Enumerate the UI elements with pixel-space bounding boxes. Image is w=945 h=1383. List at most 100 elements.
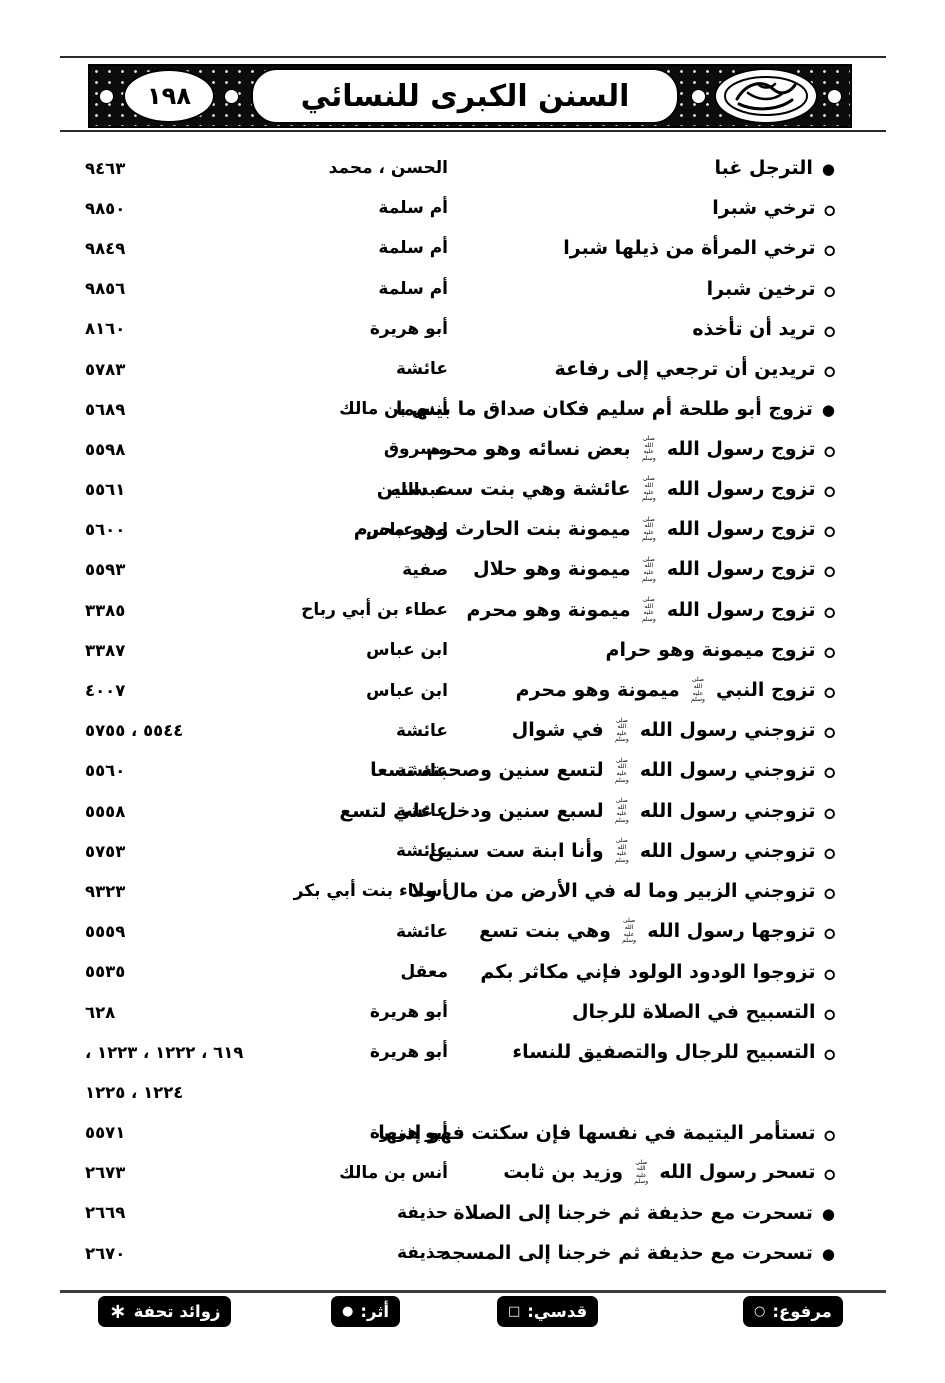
hadith-number: ٢٦٧٠ [85, 1243, 126, 1263]
hadith-grade-marker-icon: ○ [824, 243, 836, 258]
hadith-row: ○ تريد أن تأخذه أبو هريرة ٨١٦٠ [0, 309, 945, 349]
hadith-number: ٩٨٥٦ [85, 279, 126, 299]
narrator-name: ابن عباس [366, 680, 448, 701]
hadith-row: ○ تزوجها رسول الله صلى الله عليه وسلم وهي… [0, 912, 945, 952]
footer-rule [60, 1290, 886, 1293]
hadith-number: ٣٣٨٥ [85, 600, 126, 620]
hadith-grade-marker-icon: ○ [824, 725, 836, 740]
honorific-saw: صلى الله عليه وسلم [641, 515, 656, 543]
hadith-grade-marker-icon: ○ [824, 1007, 836, 1022]
hollow-square-icon: □ [508, 1304, 521, 1319]
legend-marfu-label: مرفوع: [772, 1302, 832, 1321]
hadith-grade-marker-icon: ○ [824, 1167, 836, 1182]
narrator-name: أبو هريرة [369, 318, 448, 339]
hadith-row: ○ ترخين شبرا أم سلمة ٩٨٥٦ [0, 269, 945, 309]
honorific-saw: صلى الله عليه وسلم [641, 475, 656, 503]
hadith-row: ○ تستأمر اليتيمة في نفسها فإن سكتت فهو إذ… [0, 1113, 945, 1153]
hadith-cell: ○ تزوجني رسول الله صلى الله عليه وسلم لسب… [339, 796, 835, 824]
header-rule-top [60, 56, 886, 58]
hadith-number: ٥٥٧١ [85, 1123, 126, 1143]
hadith-grade-marker-icon: ○ [824, 1047, 836, 1062]
legend-qudsi: قدسي: □ [497, 1296, 599, 1327]
hadith-cell: ○ تزوج رسول الله صلى الله عليه وسلم بعض ن… [427, 435, 836, 462]
narrator-name: ابن عباس [366, 640, 448, 661]
honorific-saw: صلى الله عليه وسلم [614, 796, 629, 824]
hadith-grade-marker-icon: ○ [824, 645, 836, 660]
hadith-row: ○ تزوج ميمونة وهو حرام ابن عباس ٣٣٨٧ [0, 630, 945, 670]
hadith-row: ○ ترخي المرأة من ذيلها شبرا أم سلمة ٩٨٤٩ [0, 228, 945, 268]
hadith-cell: ● تسحرت مع حذيفة ثم خرجنا إلى الصلاة [448, 1202, 835, 1224]
hadith-grade-marker-icon: ○ [824, 203, 836, 218]
hadith-number: ٥٧٥٣ [85, 841, 126, 861]
header-band-right: ١٩٨ [90, 66, 248, 126]
hadith-cell: ○ تريد أن تأخذه [448, 318, 835, 340]
hadith-number: ٤٠٠٧ [85, 681, 126, 701]
hadith-number: ٨١٦٠ [85, 319, 126, 339]
hadith-text: تريدين أن ترجعي إلى رفاعة [554, 358, 816, 381]
hadith-number: ٦١٩ ، ١٢٢٢ ، ١٢٢٣ ، [85, 1042, 244, 1062]
narrator-name: عائشة [396, 801, 448, 822]
hadith-text: تزوج رسول الله صلى الله عليه وسلم ميمونة… [473, 555, 816, 583]
narrator-name: ابن عباس [366, 519, 448, 540]
page-number-cartouche: ١٩٨ [123, 69, 215, 123]
hadith-grade-marker-icon: ● [821, 1245, 835, 1264]
header-rule-bottom [60, 130, 886, 132]
hadith-grade-marker-icon: ● [821, 401, 835, 420]
hadith-row: ○ تزوجني رسول الله صلى الله عليه وسلم لتس… [0, 751, 945, 791]
narrator-name: صفية [402, 559, 448, 580]
hadith-text: تزوجني رسول الله صلى الله عليه وسلم لتسع… [370, 756, 816, 784]
filled-circle-icon: ● [342, 1304, 354, 1319]
narrator-name: حذيفة [397, 1243, 448, 1264]
ornament-bead-icon [224, 88, 239, 104]
honorific-saw: صلى الله عليه وسلم [614, 837, 629, 864]
hadith-row: ● تسحرت مع حذيفة ثم خرجنا إلى الصلاة حذيف… [0, 1193, 945, 1233]
hadith-row: ○ التسبيح في الصلاة للرجال أبو هريرة ٦٢٨ [0, 992, 945, 1032]
hadith-number: ٥٦٠٠ [85, 520, 126, 540]
hadith-text: تزوج رسول الله صلى الله عليه وسلم عائشة … [376, 475, 816, 503]
hadith-cell: ○ تزوج رسول الله صلى الله عليه وسلم ميمون… [354, 516, 836, 543]
hadith-row: ○ تزوجني رسول الله صلى الله عليه وسلم وأن… [0, 831, 945, 871]
narrator-name: عائشة [396, 720, 448, 741]
hadith-grade-marker-icon: ● [821, 1204, 835, 1223]
honorific-saw: صلى الله عليه وسلم [614, 716, 629, 744]
hadith-cell [448, 1081, 835, 1103]
publisher-seal-icon [724, 76, 808, 116]
title-cartouche: السنن الكبرى للنسائي [251, 68, 679, 124]
hadith-number: ٥٥٦١ [85, 480, 126, 500]
honorific-saw: صلى الله عليه وسلم [634, 1158, 649, 1186]
hadith-text: تسحرت مع حذيفة ثم خرجنا إلى المسجد [441, 1242, 813, 1265]
hadith-cell: ○ التسبيح في الصلاة للرجال [448, 1001, 836, 1023]
hadith-number: ٥٥٩٨ [85, 439, 126, 459]
hadith-row: ○ تزوج رسول الله صلى الله عليه وسلم ميمون… [0, 510, 945, 550]
legend-marfu: مرفوع: ○ [743, 1296, 843, 1327]
honorific-saw: صلى الله عليه وسلم [641, 435, 656, 462]
hadith-row: ○ تزوج النبي صلى الله عليه وسلم ميمونة وه… [0, 670, 945, 710]
hadith-number: ٢٦٦٩ [85, 1203, 126, 1223]
honorific-saw: صلى الله عليه وسلم [690, 676, 705, 704]
narrator-name: عائشة [396, 841, 448, 862]
hadith-number: ٩٣٢٣ [85, 881, 126, 901]
hadith-text: تريد أن تأخذه [692, 317, 816, 340]
hadith-number: ٩٨٤٩ [85, 238, 126, 258]
honorific-saw: صلى الله عليه وسلم [641, 595, 656, 623]
hollow-circle-icon: ○ [754, 1304, 766, 1319]
hadith-row: ○ تزوجني رسول الله صلى الله عليه وسلم في … [0, 711, 945, 751]
hadith-row: ○ تزوجني الزبير وما له في الأرض من مال ول… [0, 871, 945, 911]
narrator-name: أنس بن مالك [339, 1162, 448, 1183]
page-number: ١٩٨ [147, 82, 191, 110]
hadith-text: تزوجني رسول الله صلى الله عليه وسلم في ش… [511, 716, 816, 744]
hadith-number: ٥٥٥٨ [85, 801, 126, 821]
hadith-text: تزوج رسول الله صلى الله عليه وسلم ميمونة… [466, 595, 816, 623]
narrator-name: عبدالله [390, 479, 448, 500]
hadith-cell: ● الترجل غبا [448, 157, 835, 179]
hadith-cell: ○ تزوجني رسول الله صلى الله عليه وسلم لتس… [370, 757, 836, 784]
hadith-row: ● تسحرت مع حذيفة ثم خرجنا إلى المسجد حذيف… [0, 1233, 945, 1273]
hadith-text: ترخين شبرا [706, 277, 816, 300]
hadith-number: ٥٧٨٣ [85, 359, 126, 379]
hadith-text: تسحر رسول الله صلى الله عليه وسلم وزيد ب… [503, 1158, 816, 1186]
header-band: ١٩٨ السنن الكبرى للنسائي [88, 64, 852, 128]
hadith-text: تزوج رسول الله صلى الله عليه وسلم ميمونة… [353, 515, 816, 543]
hadith-cell: ○ تزوج ميمونة وهو حرام [448, 639, 836, 661]
book-title: السنن الكبرى للنسائي [300, 78, 630, 114]
hadith-grade-marker-icon: ○ [824, 604, 836, 619]
